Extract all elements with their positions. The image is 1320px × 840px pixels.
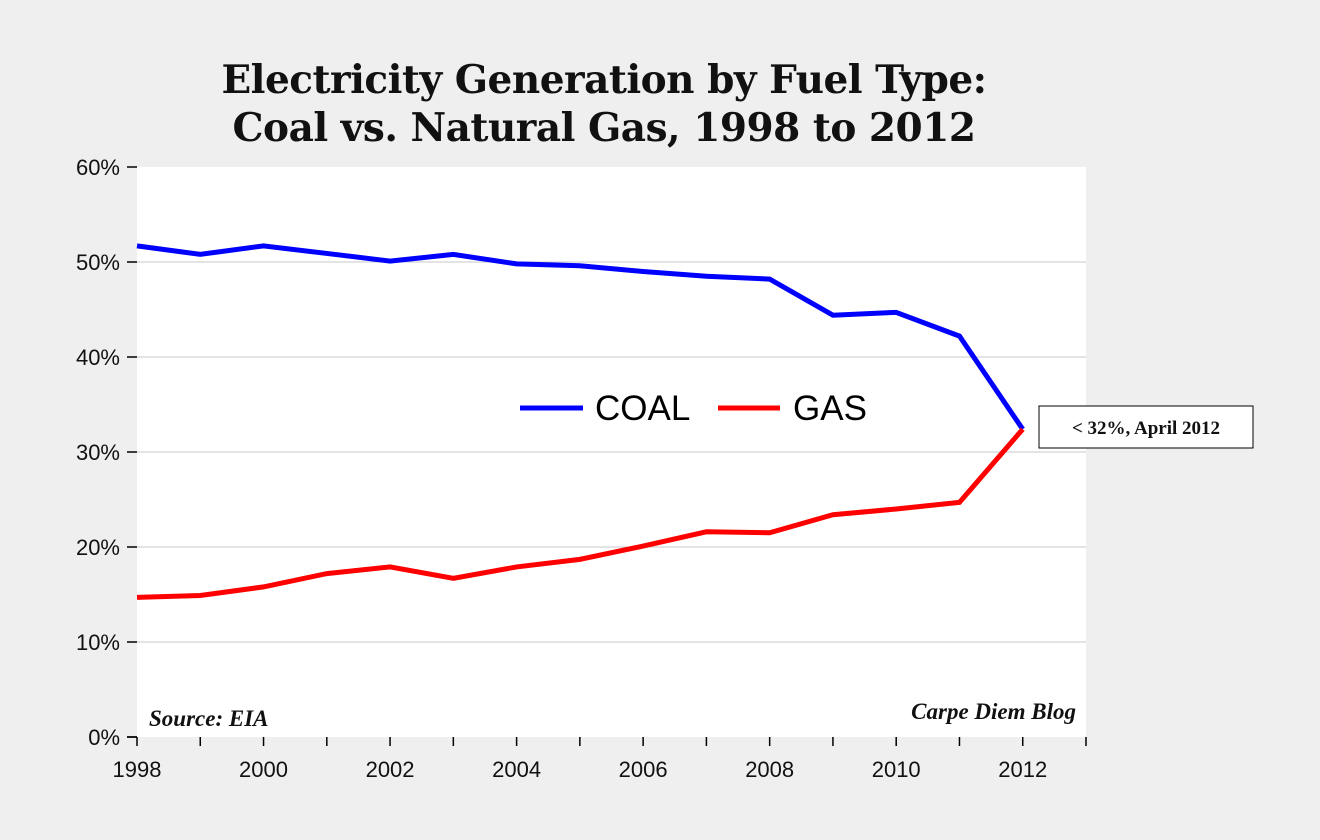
x-tick-label: 2008 <box>745 757 794 782</box>
y-tick-label: 60% <box>76 155 120 180</box>
series-lines <box>136 243 1025 600</box>
callout-box <box>1038 405 1254 449</box>
y-tick-label: 10% <box>76 630 120 655</box>
y-tick-label: 50% <box>76 250 120 275</box>
chart-title: Electricity Generation by Fuel Type: Coa… <box>0 56 1208 152</box>
x-tick-label: 2010 <box>872 757 921 782</box>
x-tick-label: 2006 <box>619 757 668 782</box>
callout-text: < 32%, April 2012 <box>1072 418 1220 439</box>
chart-title-line-1: Electricity Generation by Fuel Type: <box>221 57 987 103</box>
series-line-coal <box>136 243 1025 431</box>
x-tick-label: 2012 <box>998 757 1047 782</box>
legend-label-coal: COAL <box>595 389 690 428</box>
x-axis: 1998 2000 2002 2004 2006 2008 2010 2012 <box>113 736 1087 782</box>
y-tick-label: 0% <box>88 725 120 750</box>
legend: COAL GAS <box>520 389 867 428</box>
gridlines <box>137 261 1086 643</box>
chart-title-line-2: Coal vs. Natural Gas, 1998 to 2012 <box>232 105 976 151</box>
y-tick-label: 40% <box>76 345 120 370</box>
source-note: Source: EIA <box>149 706 269 731</box>
callout-annotation: < 32%, April 2012 <box>1038 405 1254 449</box>
y-axis: 0% 10% 20% 30% 40% 50% 60% <box>76 155 137 750</box>
credit-note: Carpe Diem Blog <box>911 699 1076 724</box>
x-tick-label: 2004 <box>492 757 541 782</box>
y-tick-label: 30% <box>76 440 120 465</box>
x-tick-label: 2000 <box>239 757 288 782</box>
y-tick-label: 20% <box>76 535 120 560</box>
series-line-gas <box>136 427 1025 600</box>
legend-label-gas: GAS <box>793 389 867 428</box>
x-tick-label: 1998 <box>113 757 162 782</box>
x-tick-label: 2002 <box>366 757 415 782</box>
